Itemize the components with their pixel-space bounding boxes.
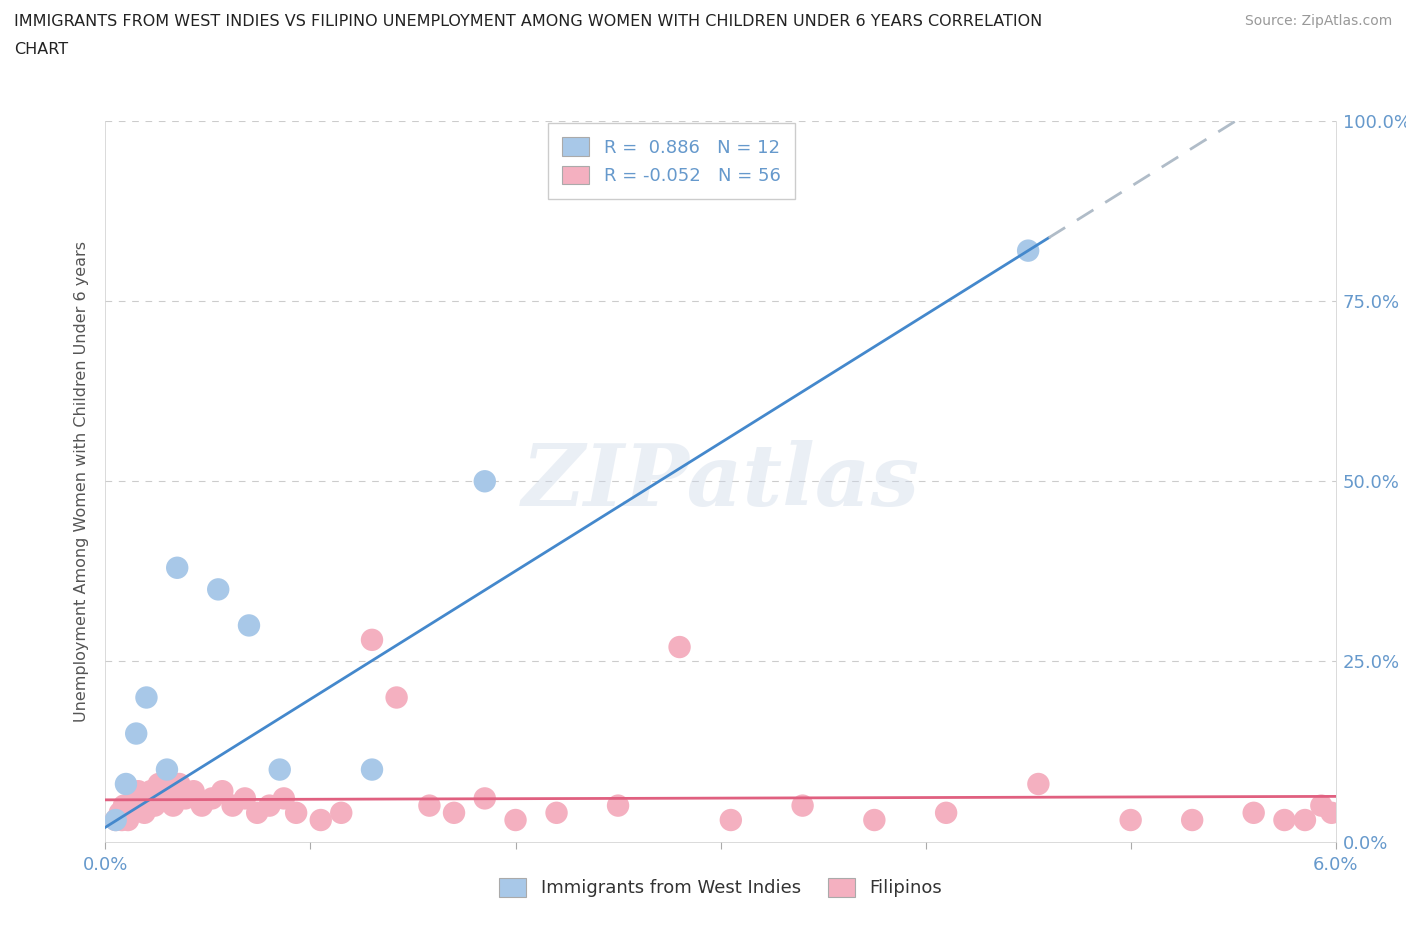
Point [125,798,148,813]
Point [474,474,496,489]
Point [207,582,229,597]
Point [309,813,332,828]
Point [156,784,179,799]
Point [139,784,162,799]
Point [120,798,141,813]
Point [183,784,205,799]
Point [211,784,233,799]
Point [1243,805,1265,820]
Point [1310,798,1333,813]
Point [1028,777,1050,791]
Point [148,777,170,791]
Point [121,805,143,820]
Point [720,813,742,828]
Point [935,805,957,820]
Point [505,813,527,828]
Point [246,805,269,820]
Point [191,798,214,813]
Point [201,790,224,805]
Point [668,640,690,655]
Text: Source: ZipAtlas.com: Source: ZipAtlas.com [1244,14,1392,28]
Point [104,813,127,828]
Legend: Immigrants from West Indies, Filipinos: Immigrants from West Indies, Filipinos [492,870,949,905]
Text: ZIPatlas: ZIPatlas [522,440,920,523]
Point [221,798,243,813]
Point [129,790,152,805]
Point [115,805,138,820]
Point [607,798,630,813]
Point [792,798,814,813]
Point [131,798,153,813]
Point [238,618,260,633]
Point [122,790,145,805]
Point [111,813,134,828]
Point [115,777,138,791]
Point [174,790,197,805]
Point [135,790,157,805]
Point [127,784,149,799]
Text: IMMIGRANTS FROM WEST INDIES VS FILIPINO UNEMPLOYMENT AMONG WOMEN WITH CHILDREN U: IMMIGRANTS FROM WEST INDIES VS FILIPINO … [14,14,1042,29]
Point [117,813,139,828]
Point [269,763,291,777]
Point [443,805,465,820]
Point [156,763,179,777]
Point [418,798,440,813]
Point [1119,813,1142,828]
Point [1017,244,1039,259]
Point [1320,805,1343,820]
Point [1294,813,1316,828]
Point [112,798,135,813]
Point [259,798,281,813]
Point [233,790,256,805]
Point [104,813,127,828]
Point [108,805,131,820]
Point [152,790,174,805]
Point [385,690,408,705]
Point [125,726,148,741]
Point [474,790,496,805]
Point [135,690,157,705]
Point [1181,813,1204,828]
Text: CHART: CHART [14,42,67,57]
Point [162,798,184,813]
Point [169,777,191,791]
Point [361,763,384,777]
Point [143,798,166,813]
Point [166,560,188,575]
Point [1274,813,1296,828]
Y-axis label: Unemployment Among Women with Children Under 6 years: Unemployment Among Women with Children U… [75,241,90,722]
Point [330,805,353,820]
Point [863,813,886,828]
Point [285,805,308,820]
Point [134,805,156,820]
Point [361,632,384,647]
Point [273,790,295,805]
Point [546,805,568,820]
